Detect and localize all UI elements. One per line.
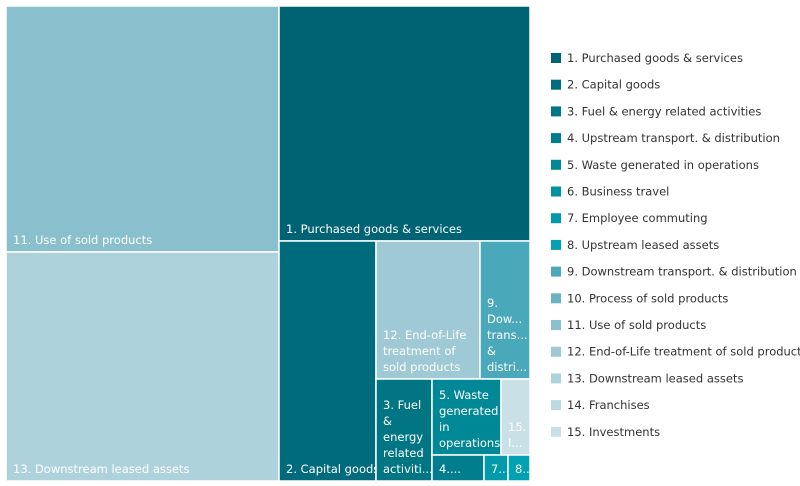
tile-rect-5[interactable]: [431, 378, 502, 456]
tile-rect-12[interactable]: [375, 240, 481, 380]
legend-swatch-1: [551, 53, 561, 63]
tile-rect-1[interactable]: [278, 5, 531, 242]
tile-2[interactable]: 2. Capital goods: [278, 240, 379, 482]
legend-label-9: 9. Downstream transport. & distribution: [567, 265, 797, 279]
legend-label-13: 13. Downstream leased assets: [567, 371, 743, 385]
legend-label-10: 10. Process of sold products: [567, 291, 728, 305]
tile-3[interactable]: 3. Fuel & energy related activiti...: [375, 378, 433, 482]
tile-label-3: energy: [383, 430, 423, 444]
tile-rect-13[interactable]: [5, 251, 280, 482]
legend-item-9[interactable]: 9. Downstream transport. & distribution: [551, 265, 797, 279]
tile-rect-11[interactable]: [5, 5, 280, 253]
tile-label-5: operations: [439, 436, 500, 450]
legend-label-15: 15. Investments: [567, 425, 660, 439]
legend-item-3[interactable]: 3. Fuel & energy related activities: [551, 104, 761, 118]
legend-swatch-6: [551, 186, 561, 197]
tile-label-9: distri...: [487, 360, 527, 374]
legend-item-4[interactable]: 4. Upstream transport. & distribution: [551, 131, 780, 145]
tile-label-8: 8...: [515, 462, 533, 476]
tile-label-5: generated: [439, 404, 498, 418]
legend-item-2[interactable]: 2. Capital goods: [551, 78, 660, 92]
tile-label-11: 11. Use of sold products: [13, 233, 152, 247]
tile-rect-7[interactable]: [483, 454, 509, 482]
tile-label-9: Dow...: [487, 312, 522, 326]
legend-label-8: 8. Upstream leased assets: [567, 238, 719, 252]
tile-5[interactable]: 5. Waste generated in operations: [431, 378, 502, 456]
legend-label-14: 14. Franchises: [567, 398, 650, 412]
tile-label-1: 1. Purchased goods & services: [286, 222, 462, 236]
tile-rect-2[interactable]: [278, 240, 377, 482]
tile-label-9: trans...: [487, 328, 528, 342]
legend-item-12[interactable]: 12. End-of-Life treatment of sold produc…: [551, 345, 800, 359]
tile-rect-9[interactable]: [479, 240, 531, 380]
tile-label-12: 12. End-of-Life: [383, 328, 467, 342]
legend-item-6[interactable]: 6. Business travel: [551, 185, 669, 199]
legend-swatch-11: [551, 320, 561, 330]
legend-item-7[interactable]: 7. Employee commuting: [551, 211, 708, 225]
tile-label-3: activiti...: [383, 462, 433, 476]
tile-4[interactable]: 4....: [431, 454, 485, 482]
tile-label-12: treatment of: [383, 344, 456, 358]
tile-label-3: related: [383, 446, 424, 460]
legend-swatch-2: [551, 79, 561, 90]
tile-1[interactable]: 1. Purchased goods & services: [278, 5, 531, 242]
tile-rect-3[interactable]: [375, 378, 433, 482]
legend-swatch-13: [551, 373, 561, 384]
legend-label-7: 7. Employee commuting: [567, 211, 708, 225]
legend-label-5: 5. Waste generated in operations: [567, 158, 759, 172]
legend-swatch-8: [551, 239, 561, 250]
treemap-tiles: 11. Use of sold products 13. Downstream l…: [5, 5, 533, 482]
legend-label-11: 11. Use of sold products: [567, 318, 706, 332]
legend-swatch-7: [551, 213, 561, 224]
legend-label-4: 4. Upstream transport. & distribution: [567, 131, 780, 145]
legend-item-15[interactable]: 15. Investments: [551, 425, 660, 439]
legend-label-6: 6. Business travel: [567, 185, 669, 199]
legend-label-1: 1. Purchased goods & services: [567, 51, 743, 65]
legend-item-10[interactable]: 10. Process of sold products: [551, 291, 728, 305]
tile-rect-8[interactable]: [507, 454, 531, 482]
tile-label-12: sold products: [383, 360, 460, 374]
legend-label-3: 3. Fuel & energy related activities: [567, 104, 761, 118]
legend-item-5[interactable]: 5. Waste generated in operations: [551, 158, 759, 172]
legend-item-14[interactable]: 14. Franchises: [551, 398, 650, 412]
tile-label-15: 15.: [508, 420, 526, 434]
legend-label-12: 12. End-of-Life treatment of sold produc…: [567, 345, 800, 359]
tile-label-5: 5. Waste: [439, 388, 489, 402]
legend-swatch-9: [551, 266, 561, 277]
tile-label-3: 3. Fuel: [383, 398, 421, 412]
tile-label-4: 4....: [439, 462, 461, 476]
legend-swatch-4: [551, 133, 561, 144]
tile-8[interactable]: 8...: [507, 454, 533, 482]
tile-7[interactable]: 7...: [483, 454, 509, 482]
legend: 1. Purchased goods & services 2. Capital …: [551, 51, 800, 439]
legend-swatch-15: [551, 426, 561, 437]
tile-label-15: I...: [508, 436, 522, 450]
legend-item-11[interactable]: 11. Use of sold products: [551, 318, 706, 332]
legend-label-2: 2. Capital goods: [567, 78, 660, 92]
tile-label-13: 13. Downstream leased assets: [13, 462, 189, 476]
tile-label-2: 2. Capital goods: [286, 462, 379, 476]
tile-label-7: 7...: [491, 462, 509, 476]
tile-12[interactable]: 12. End-of-Life treatment of sold products: [375, 240, 481, 380]
tile-label-5: in: [439, 420, 449, 434]
legend-swatch-5: [551, 159, 561, 170]
legend-item-1[interactable]: 1. Purchased goods & services: [551, 51, 743, 65]
legend-swatch-3: [551, 106, 561, 117]
legend-swatch-12: [551, 346, 561, 357]
tile-9[interactable]: 9. Dow... trans... & distri...: [479, 240, 531, 380]
legend-swatch-14: [551, 400, 561, 411]
tile-label-9: &: [487, 344, 496, 358]
tile-13[interactable]: 13. Downstream leased assets: [5, 251, 280, 482]
legend-item-8[interactable]: 8. Upstream leased assets: [551, 238, 719, 252]
tile-11[interactable]: 11. Use of sold products: [5, 5, 280, 253]
legend-swatch-10: [551, 293, 561, 304]
tile-15[interactable]: 15. I...: [500, 378, 531, 456]
legend-item-13[interactable]: 13. Downstream leased assets: [551, 371, 743, 385]
tile-label-3: &: [383, 414, 392, 428]
tile-label-9: 9.: [487, 296, 498, 310]
